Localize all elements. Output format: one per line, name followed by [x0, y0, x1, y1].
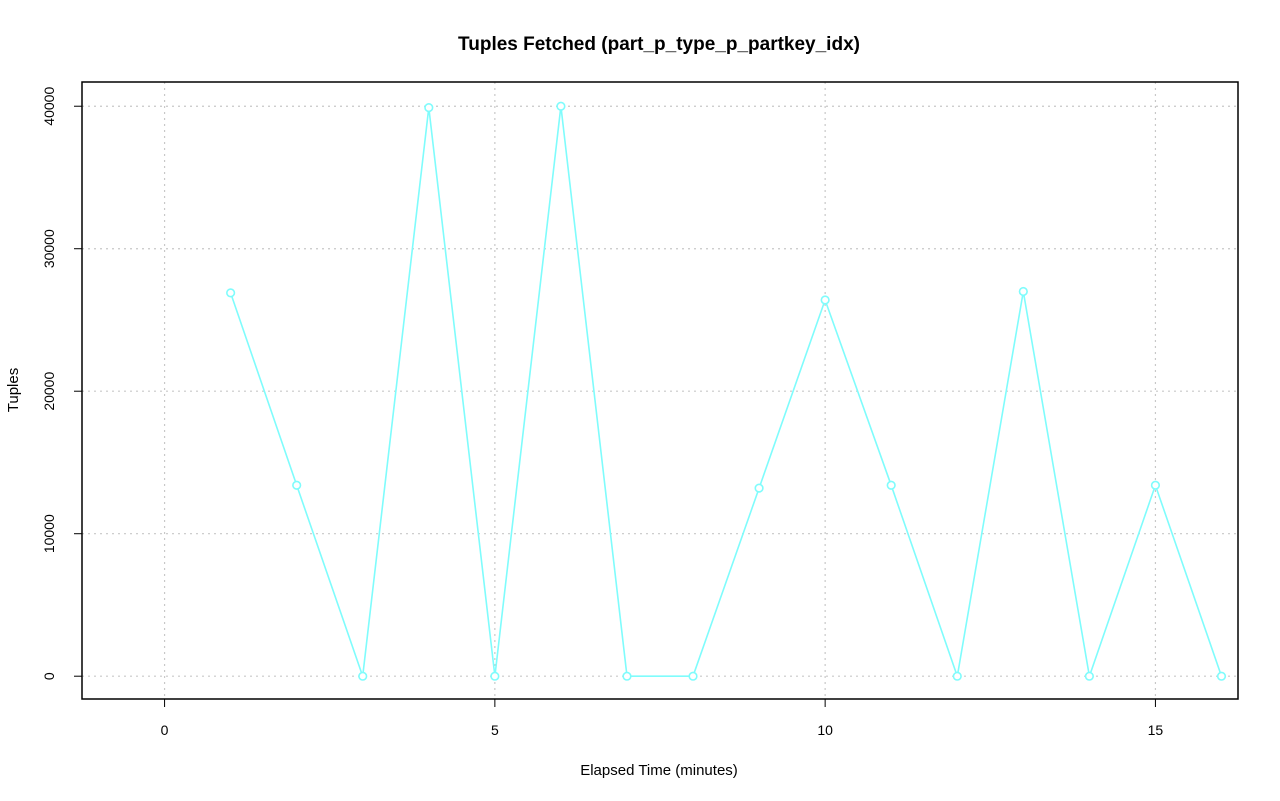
data-point: [358, 671, 368, 681]
x-tick-label: 15: [1148, 722, 1164, 738]
x-axis-label: Elapsed Time (minutes): [580, 762, 738, 779]
series-layer: [226, 101, 1227, 681]
data-point: [1216, 671, 1227, 681]
data-point: [490, 671, 500, 681]
y-axis: 0 10000 20000 30000 40000: [41, 87, 82, 680]
data-point: [886, 480, 896, 490]
x-tick-label: 10: [817, 722, 833, 738]
data-point: [820, 295, 830, 305]
y-axis-label: Tuples: [5, 368, 22, 412]
data-point: [226, 288, 236, 298]
data-point: [1084, 671, 1094, 681]
y-tick-label: 0: [41, 672, 57, 680]
data-point: [424, 103, 434, 113]
data-point: [622, 671, 632, 681]
y-tick-label: 20000: [41, 372, 57, 411]
grid: [82, 82, 1238, 699]
series-line: [229, 106, 1223, 678]
y-tick-label: 30000: [41, 229, 57, 268]
data-point: [688, 671, 698, 681]
x-tick-label: 0: [161, 722, 169, 738]
data-point: [1018, 286, 1028, 297]
x-tick-label: 5: [491, 722, 499, 738]
y-tick-label: 10000: [41, 514, 57, 553]
data-point: [952, 671, 962, 681]
y-tick-label: 40000: [41, 87, 57, 126]
chart-title: Tuples Fetched (part_p_type_p_partkey_id…: [458, 34, 860, 55]
data-point: [1150, 480, 1161, 490]
x-axis: 0 5 10 15: [161, 699, 1164, 738]
data-point: [754, 483, 764, 493]
data-point: [556, 101, 566, 111]
data-point: [292, 480, 302, 490]
plot-frame: [81, 81, 1239, 700]
